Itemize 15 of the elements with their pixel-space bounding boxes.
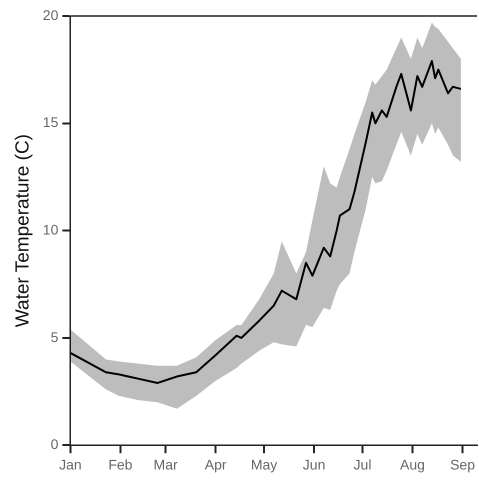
x-tick-label: Sep: [450, 456, 476, 472]
x-tick-label: Mar: [154, 456, 178, 472]
y-tick-label: 10: [42, 221, 59, 238]
y-tick-label: 5: [50, 328, 59, 345]
x-tick-label: Apr: [204, 456, 227, 472]
x-tick-label: Jan: [59, 456, 82, 472]
x-tick-label: Jun: [302, 456, 326, 472]
y-axis-title: Water Temperature (C): [12, 134, 34, 328]
x-tick-label: Jul: [354, 456, 372, 472]
y-tick-label: 0: [50, 436, 59, 452]
x-tick-label: Feb: [108, 456, 133, 472]
y-tick-label: 15: [42, 114, 59, 130]
y-tick-label: 20: [42, 6, 59, 23]
x-tick-label: May: [250, 456, 278, 472]
x-tick-label: Aug: [400, 456, 425, 472]
